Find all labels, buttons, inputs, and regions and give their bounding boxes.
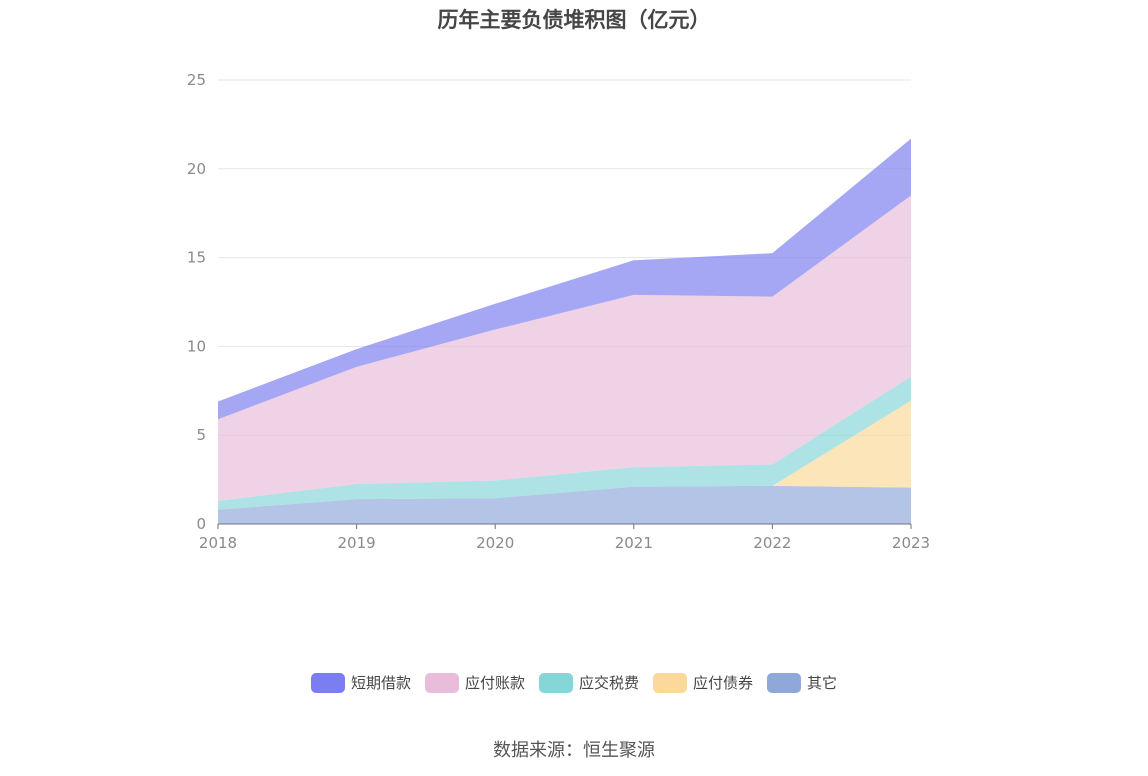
legend-label: 应付账款 [464, 674, 525, 692]
chart-title: 历年主要负债堆积图（亿元） [437, 8, 711, 32]
axes: 0 5 10 15 20 25 2018 2019 2020 2021 2022 2023 [187, 71, 930, 552]
legend-item[interactable]: 应付账款 [424, 672, 525, 693]
x-tick-label: 2021 [615, 534, 653, 552]
x-tick-label: 2018 [199, 534, 237, 552]
legend-label: 应付债券 [693, 674, 754, 692]
x-tick-label: 2019 [338, 534, 376, 552]
legend-swatch [424, 672, 459, 693]
legend-swatch [653, 672, 687, 693]
legend: 短期借款 应付账款 应交税费 应付债券 其它 [0, 672, 1148, 693]
stacked-area-chart: 0 5 10 15 20 25 2018 2019 2020 2021 2022 2023 [187, 71, 930, 552]
y-tick-label: 20 [187, 160, 206, 178]
y-tick-label: 15 [187, 249, 206, 267]
data-source: 数据来源：恒生聚源 [493, 740, 655, 761]
legend-label: 其它 [807, 674, 838, 692]
x-tick-label: 2020 [476, 534, 514, 552]
legend-item[interactable]: 短期借款 [310, 672, 411, 693]
legend-swatch [310, 672, 345, 693]
y-tick-label: 25 [187, 71, 206, 89]
area-应交税费 [218, 376, 911, 510]
legend-item[interactable]: 应交税费 [538, 672, 639, 693]
legend-swatch [767, 672, 802, 693]
y-tick-label: 5 [196, 426, 206, 444]
area-应付账款 [218, 195, 911, 501]
legend-item[interactable]: 其它 [767, 672, 837, 693]
legend-label: 应交税费 [578, 674, 639, 692]
area-短期借款 [218, 138, 911, 420]
area-其它 [218, 485, 911, 524]
legend-label: 短期借款 [350, 674, 411, 692]
legend-swatch [538, 672, 573, 693]
x-tick-label: 2022 [753, 534, 791, 552]
area-series [218, 138, 911, 524]
y-tick-label: 10 [187, 337, 206, 355]
y-tick-label: 0 [196, 515, 206, 533]
x-tick-label: 2023 [892, 534, 930, 552]
legend-item[interactable]: 应付债券 [653, 672, 753, 693]
